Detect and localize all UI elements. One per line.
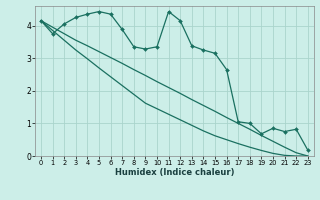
X-axis label: Humidex (Indice chaleur): Humidex (Indice chaleur) <box>115 168 234 177</box>
